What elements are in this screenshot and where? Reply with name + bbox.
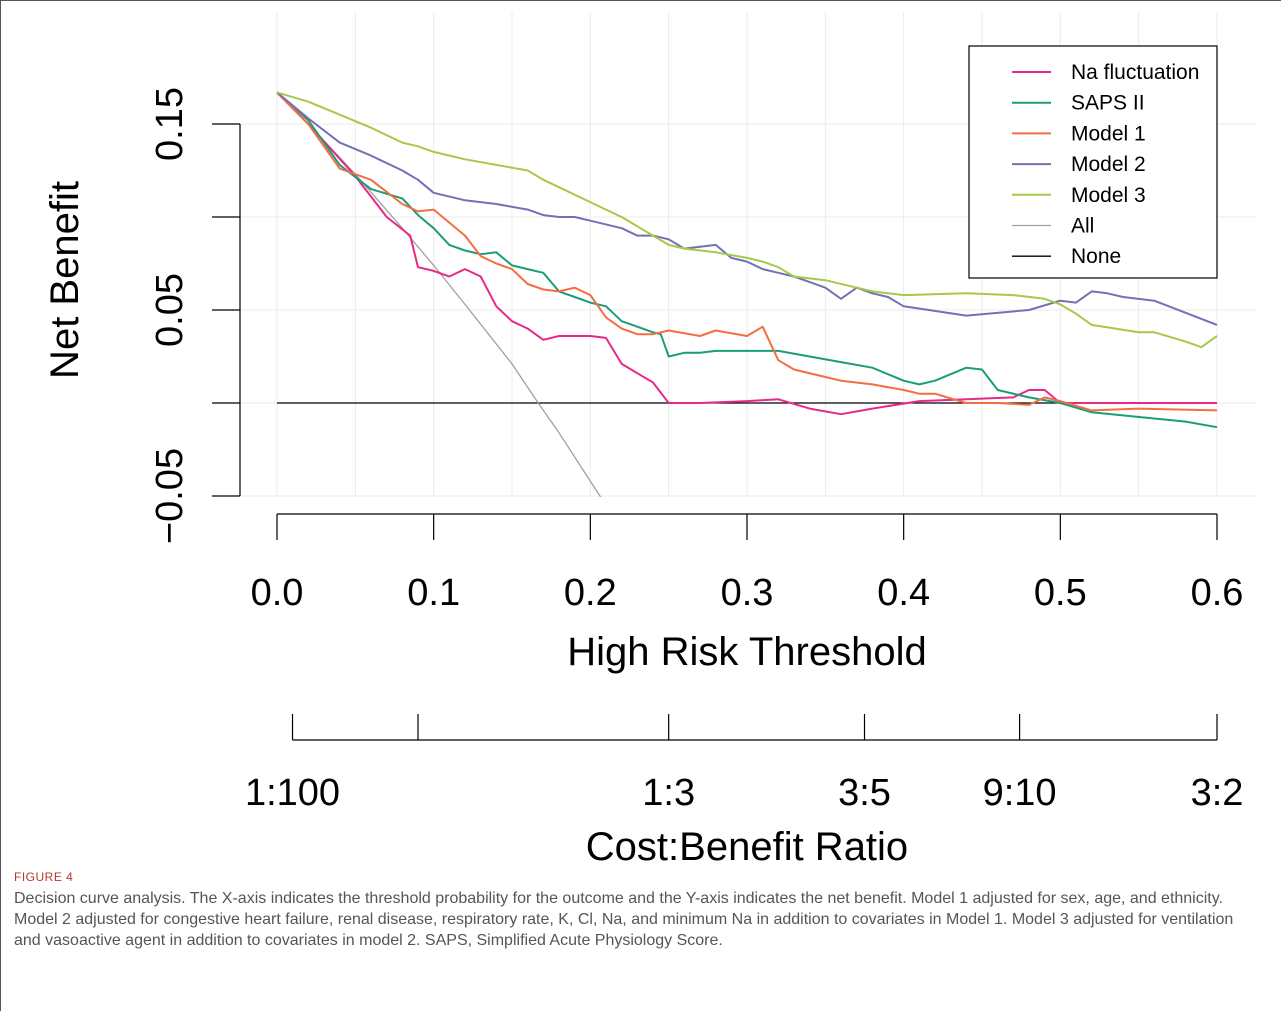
x2-tick-label: 1:3 (642, 772, 695, 814)
x2-tick-label: 1:100 (245, 772, 340, 814)
x-tick-label: 0.5 (1034, 572, 1087, 614)
legend-label: Model 3 (1071, 184, 1146, 207)
legend-label: Model 1 (1071, 122, 1146, 145)
x-tick-label: 0.0 (251, 572, 304, 614)
y-axis-label: Net Benefit (43, 181, 87, 379)
series-line-model-2 (276, 91, 1218, 326)
series-line-model-3 (276, 91, 1218, 349)
series-line-model-1 (276, 91, 1218, 412)
series-line-na-fluctuation (276, 91, 1217, 416)
figure-label: FIGURE 4 (14, 870, 74, 884)
legend: Na fluctuation SAPS II Model 1 Model 2 Model… (968, 45, 1218, 279)
y-tick-label: 0.05 (149, 273, 191, 347)
legend-label: None (1071, 245, 1121, 268)
legend-label: Na fluctuation (1071, 61, 1199, 84)
series-line-saps-ii (276, 91, 1218, 429)
legend-label: All (1071, 215, 1094, 238)
y-tick-label: −0.05 (149, 448, 191, 544)
series-line-all (276, 91, 602, 497)
figure-caption: Decision curve analysis. The X-axis indi… (14, 890, 1234, 949)
legend-label: SAPS II (1071, 92, 1145, 115)
axis-labels: Net Benefit High Risk Threshold Cost:Ben… (43, 181, 927, 869)
x-tick-label: 0.3 (721, 572, 774, 614)
x-tick-label: 0.4 (877, 572, 930, 614)
y-tick-label: 0.15 (149, 87, 191, 161)
x-tick-label: 0.1 (407, 572, 460, 614)
legend-label: Model 2 (1071, 153, 1146, 176)
axes: −0.05 0.05 0.15 0.0 0.1 0.2 0.3 0.4 0.5 0.6 1:100 1… (149, 87, 1243, 814)
x-axis-label: High Risk Threshold (567, 630, 926, 674)
x2-tick-label: 3:5 (838, 772, 891, 814)
series-lines (276, 91, 1218, 497)
legend-box (968, 45, 1218, 279)
x-tick-label: 0.2 (564, 572, 617, 614)
x2-tick-label: 9:10 (983, 772, 1057, 814)
decision-curve-chart: −0.05 0.05 0.15 0.0 0.1 0.2 0.3 0.4 0.5 0.6 1:100 1… (43, 12, 1256, 869)
x-tick-label: 0.6 (1191, 572, 1244, 614)
x2-axis-label: Cost:Benefit Ratio (586, 825, 908, 869)
x2-tick-label: 3:2 (1191, 772, 1244, 814)
